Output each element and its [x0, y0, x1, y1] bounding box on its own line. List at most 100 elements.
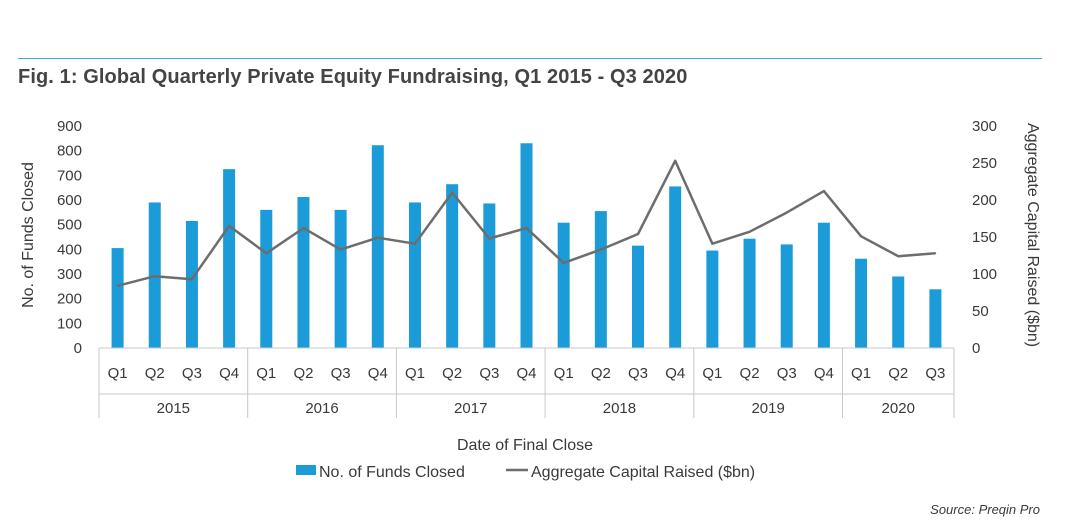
- x-tick-3: Q4: [219, 365, 239, 382]
- bar-6: [334, 209, 347, 348]
- line-point-21: [897, 255, 900, 258]
- line-point-10: [488, 237, 491, 240]
- y2-tick-250: 250: [972, 155, 997, 172]
- y-tick-500: 500: [57, 217, 82, 234]
- x-group-2016: 2016: [305, 400, 338, 417]
- x-tick-22: Q3: [925, 365, 945, 382]
- x-tick-12: Q1: [554, 365, 574, 382]
- legend-bar-label: No. of Funds Closed: [319, 464, 465, 481]
- x-tick-6: Q3: [331, 365, 351, 382]
- x-tick-15: Q4: [665, 365, 685, 382]
- x-tick-7: Q4: [368, 365, 388, 382]
- bar-4: [260, 209, 273, 348]
- bar-12: [557, 222, 570, 348]
- bar-11: [520, 143, 533, 348]
- bar-18: [780, 244, 793, 348]
- y2-tick-200: 200: [972, 192, 997, 209]
- x-tick-16: Q1: [702, 365, 722, 382]
- bar-3: [223, 169, 236, 348]
- line-point-11: [525, 227, 528, 229]
- line-point-3: [228, 225, 230, 227]
- y-tick-600: 600: [57, 192, 82, 209]
- x-tick-17: Q2: [740, 365, 760, 382]
- chart-title: Fig. 1: Global Quarterly Private Equity …: [18, 66, 688, 88]
- x-tick-1: Q2: [145, 365, 165, 382]
- x-tick-13: Q2: [591, 365, 611, 382]
- bar-series: [111, 143, 942, 348]
- title-rule: [18, 58, 1042, 59]
- x-group-2017: 2017: [454, 400, 487, 417]
- y-axis-title: No. of Funds Closed: [20, 162, 37, 308]
- bar-0: [111, 248, 124, 348]
- y-tick-100: 100: [57, 315, 82, 332]
- x-tick-18: Q3: [777, 365, 797, 382]
- line-point-16: [711, 242, 714, 245]
- x-axis-title: Date of Final Close: [457, 437, 593, 454]
- bar-20: [855, 258, 868, 348]
- x-tick-10: Q3: [479, 365, 499, 382]
- bar-22: [929, 289, 942, 348]
- x-tick-11: Q4: [516, 365, 536, 382]
- y-tick-800: 800: [57, 143, 82, 160]
- bar-17: [743, 238, 756, 348]
- y-tick-400: 400: [57, 241, 82, 258]
- line-point-8: [414, 242, 416, 245]
- y2-tick-100: 100: [972, 266, 997, 283]
- x-tick-14: Q3: [628, 365, 648, 382]
- line-point-19: [823, 190, 825, 192]
- x-tick-0: Q1: [108, 365, 128, 382]
- bar-8: [408, 202, 421, 348]
- line-point-14: [637, 233, 639, 235]
- line-point-18: [785, 211, 788, 214]
- chart: 0 100 200 300 400 500 600 700 800 900 0 50 100 150 20…: [20, 118, 1041, 481]
- source-note: Source: Preqin Pro: [930, 502, 1040, 517]
- line-point-9: [451, 191, 453, 194]
- line-point-1: [153, 275, 156, 278]
- bar-14: [632, 245, 645, 348]
- bar-15: [669, 186, 682, 348]
- bar-7: [371, 145, 384, 348]
- line-point-13: [600, 248, 602, 251]
- line-point-0: [116, 285, 119, 287]
- y2-tick-0: 0: [972, 340, 980, 357]
- x-axis-categories: Q1 Q2 Q3 Q4 Q1 Q2 Q3 Q4 Q1 Q2 Q3 Q4 Q1 Q2 Q3 Q4 Q1 Q2 Q3 Q4…: [108, 365, 946, 417]
- x-tick-19: Q4: [814, 365, 834, 382]
- line-point-20: [860, 235, 862, 238]
- line-series-layer: [116, 159, 937, 288]
- bar-19: [817, 222, 830, 348]
- line-point-22: [934, 252, 937, 255]
- line-point-4: [265, 252, 268, 255]
- bar-2: [185, 220, 198, 348]
- y2-tick-150: 150: [972, 229, 997, 246]
- x-tick-2: Q3: [182, 365, 202, 382]
- x-tick-8: Q1: [405, 365, 425, 382]
- x-tick-9: Q2: [442, 365, 462, 382]
- y2-tick-300: 300: [972, 118, 997, 135]
- y-tick-0: 0: [74, 340, 82, 357]
- y-tick-700: 700: [57, 167, 82, 184]
- x-tick-20: Q1: [851, 365, 871, 382]
- axes: [98, 347, 955, 418]
- line-point-5: [302, 227, 305, 229]
- legend-line-label: Aggregate Capital Raised ($bn): [531, 464, 755, 481]
- line-point-7: [377, 236, 379, 239]
- x-tick-4: Q1: [256, 365, 276, 382]
- y-tick-300: 300: [57, 266, 82, 283]
- x-group-2018: 2018: [603, 400, 636, 417]
- bar-5: [297, 197, 310, 348]
- left-axis-ticks: 0 100 200 300 400 500 600 700 800 900: [57, 118, 82, 357]
- right-axis-ticks: 0 50 100 150 200 250 300: [972, 118, 997, 357]
- x-group-2019: 2019: [751, 400, 784, 417]
- x-tick-5: Q2: [293, 365, 313, 382]
- x-tick-21: Q2: [888, 365, 908, 382]
- bar-10: [483, 203, 496, 348]
- line-point-6: [339, 248, 342, 251]
- line-point-17: [748, 231, 751, 233]
- x-group-2015: 2015: [157, 400, 190, 417]
- y2-tick-50: 50: [972, 303, 989, 320]
- line-point-2: [191, 278, 193, 280]
- y-tick-200: 200: [57, 291, 82, 308]
- bar-21: [892, 276, 905, 348]
- y2-axis-title: Aggregate Capital Raised ($bn): [1024, 123, 1041, 347]
- line-point-12: [562, 262, 565, 264]
